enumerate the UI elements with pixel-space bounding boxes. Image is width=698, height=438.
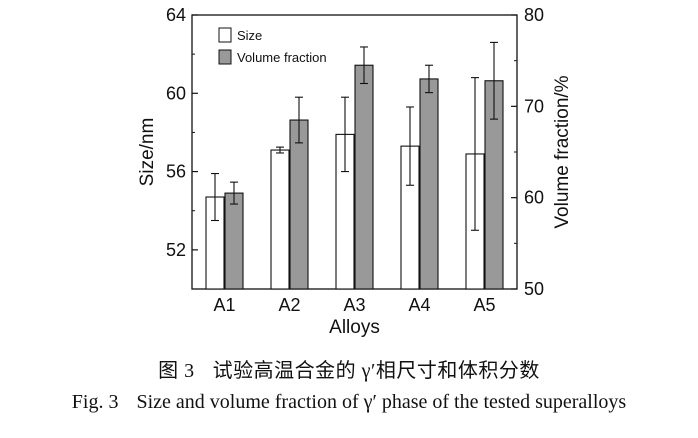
legend-swatch-size — [218, 27, 232, 43]
left-axis-tick-label: 64 — [166, 5, 186, 25]
volume-fraction-bar — [224, 192, 244, 290]
left-axis-tick-label: 60 — [166, 83, 186, 103]
x-axis-tick-label: A1 — [213, 295, 235, 315]
figure-label-en: Fig. 3 — [71, 391, 119, 413]
volume-fraction-bar — [354, 64, 374, 290]
volume-fraction-bar — [419, 78, 439, 290]
x-axis-title: Alloys — [329, 317, 380, 338]
caption-text-en: Size and volume fraction of γ′ phase of … — [136, 391, 627, 413]
figure-caption-english: Fig. 3 Size and volume fraction of γ′ pha… — [0, 391, 698, 414]
volume-fraction-bar — [289, 119, 309, 290]
legend-label-size: Size — [237, 28, 262, 43]
x-axis-tick-label: A4 — [408, 295, 430, 315]
x-axis-tick-label: A5 — [473, 295, 495, 315]
legend-swatch-volume-fraction — [218, 49, 232, 65]
x-axis-tick-label: A2 — [278, 295, 300, 315]
right-axis-tick-label: 60 — [524, 188, 544, 208]
caption-text-cn: 试验高温合金的 γ′相尺寸和体积分数 — [212, 360, 540, 382]
x-axis-tick-label: A3 — [343, 295, 365, 315]
right-axis-tick-label: 80 — [524, 5, 544, 25]
left-axis-title: Size/nm — [137, 118, 158, 187]
right-axis-title: Volume fraction/% — [552, 75, 573, 228]
right-axis-tick-label: 50 — [524, 279, 544, 299]
left-axis-tick-label: 56 — [166, 162, 186, 182]
size-bar — [270, 149, 290, 290]
chart: 52 56 60 64 50 60 70 80 A1 A2 A3 A4 A5 Alloys Size/nm V… — [137, 5, 573, 338]
left-axis-tick-label: 52 — [166, 240, 186, 260]
figure-label-cn: 图 3 — [158, 360, 195, 382]
figure-caption-chinese: 图 3 试验高温合金的 γ′相尺寸和体积分数 — [0, 354, 698, 383]
right-axis-tick-label: 70 — [524, 96, 544, 116]
legend-label-volume-fraction: Volume fraction — [237, 50, 327, 65]
